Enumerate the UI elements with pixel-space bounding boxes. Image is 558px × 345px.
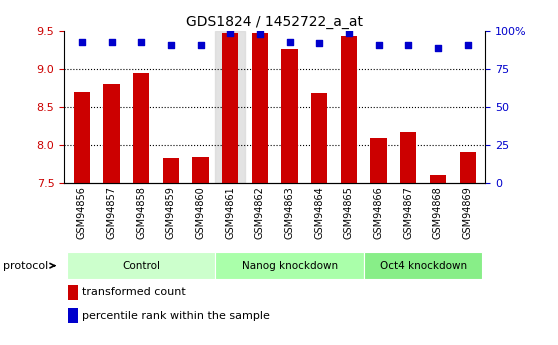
Point [285,39,294,45]
Text: GSM94865: GSM94865 [344,186,354,239]
Point [256,31,264,37]
Text: Oct4 knockdown: Oct4 knockdown [379,261,466,270]
Text: GSM94867: GSM94867 [403,186,413,239]
Point [374,42,383,48]
Text: GSM94857: GSM94857 [107,186,117,239]
Point [226,30,235,35]
Text: GSM94858: GSM94858 [136,186,146,239]
Text: GSM94868: GSM94868 [433,186,443,239]
Point [166,42,175,48]
Text: GSM94866: GSM94866 [374,186,384,239]
Text: GSM94860: GSM94860 [196,186,206,239]
Bar [281,49,298,183]
Point [78,39,86,45]
Bar [215,31,245,183]
Text: GSM94861: GSM94861 [225,186,235,239]
Point [137,39,146,45]
Text: GSM94856: GSM94856 [77,186,87,239]
Bar [341,36,357,183]
Point [196,42,205,48]
Text: protocol: protocol [3,261,55,270]
Point [463,42,472,48]
Bar [69,285,78,300]
Point [434,45,442,50]
Bar [252,33,268,183]
Text: Nanog knockdown: Nanog knockdown [242,261,338,270]
Bar [215,252,364,279]
Bar [193,157,209,183]
Point [344,30,353,35]
Bar [133,73,150,183]
Bar [163,158,179,183]
Point [107,39,116,45]
Text: GSM94859: GSM94859 [166,186,176,239]
Bar [371,138,387,183]
Text: GSM94862: GSM94862 [255,186,265,239]
Bar [311,93,328,183]
Text: GSM94869: GSM94869 [463,186,473,239]
Text: GSM94863: GSM94863 [285,186,295,239]
Bar [430,175,446,183]
Title: GDS1824 / 1452722_a_at: GDS1824 / 1452722_a_at [186,14,363,29]
Point [404,42,413,48]
Bar [69,308,78,323]
Bar [103,84,120,183]
Bar [364,252,483,279]
Text: percentile rank within the sample: percentile rank within the sample [82,311,270,321]
Bar [400,132,416,183]
Bar [459,152,476,183]
Bar [74,92,90,183]
Text: Control: Control [122,261,160,270]
Text: GSM94864: GSM94864 [314,186,324,239]
Point [315,40,324,46]
Bar [67,252,215,279]
Text: transformed count: transformed count [82,287,186,297]
Bar [222,32,238,183]
